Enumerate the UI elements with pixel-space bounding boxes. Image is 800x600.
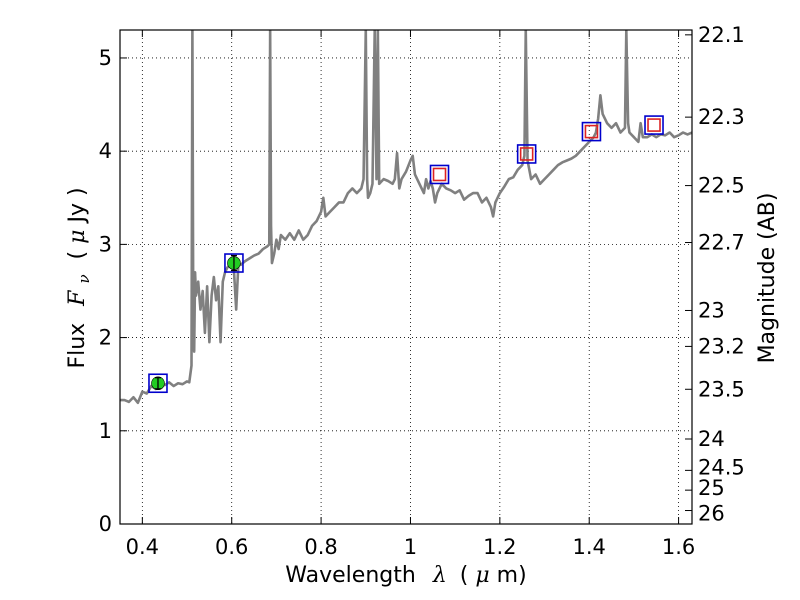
- y-tick-label: 0: [99, 512, 112, 536]
- x-tick-label: 1.2: [483, 535, 516, 559]
- y-tick-label: 1: [99, 419, 112, 443]
- x-axis-label-symbol: λ: [432, 563, 447, 588]
- y2-tick-label: 23.2: [698, 334, 745, 358]
- x-tick-label: 1: [404, 535, 417, 559]
- x-tick-label: 1.4: [573, 535, 606, 559]
- y2-tick-label: 24: [698, 427, 725, 451]
- y-axis-label: Flux F ν ( μ Jy ): [65, 187, 95, 368]
- y2-tick-label: 23.5: [698, 377, 745, 401]
- y2-tick-label: 22.3: [698, 105, 745, 129]
- y-axis-label-unit-open: (: [65, 244, 90, 260]
- y2-tick-label: 24.5: [698, 455, 745, 479]
- y-axis-label-text: Flux: [65, 323, 90, 369]
- observed-photometry-box: [584, 124, 599, 139]
- x-tick-label: 0.8: [304, 535, 337, 559]
- observed-photometry-box: [519, 147, 534, 161]
- plot-frame: [119, 29, 693, 525]
- x-axis-label-unit-open: (: [460, 563, 469, 588]
- model-photometry-box: [644, 115, 664, 135]
- model-photometry-box: [581, 121, 602, 142]
- y-tick-label: 3: [99, 232, 112, 256]
- x-axis-label-text: Wavelength: [285, 563, 416, 588]
- model-photometry-box: [224, 253, 244, 273]
- grid-lines: [120, 30, 692, 525]
- spectrum-line: [120, 30, 692, 405]
- x-tick-label: 0.4: [126, 535, 159, 559]
- axis-ticks: 0.4 0.6 0.8 1 1.2 1.4 1.601234522.122.322.522.…: [99, 23, 745, 559]
- y2-tick-label: 26: [698, 502, 725, 526]
- y2-axis-label: Magnitude (AB): [755, 193, 780, 364]
- y2-tick-label: 22.1: [698, 23, 745, 47]
- y2-tick-label: 25: [698, 476, 725, 500]
- observed-photometry-box: [432, 167, 447, 182]
- y2-tick-label: 23: [698, 298, 725, 322]
- y-axis-label-unit-mu: μ: [65, 230, 90, 244]
- x-axis-label-unit-mu: μ: [475, 563, 489, 588]
- model-photometry-box: [516, 144, 537, 164]
- x-axis-label-unit-close: m): [497, 563, 527, 588]
- y-tick-label: 2: [99, 326, 112, 350]
- observed-photometry-box: [647, 118, 661, 132]
- model-photometry-box: [148, 373, 168, 394]
- markers-layer: [148, 115, 664, 394]
- x-tick-label: 0.6: [215, 535, 248, 559]
- y-tick-label: 5: [99, 46, 112, 70]
- y-axis-label-symbol: F: [65, 290, 90, 307]
- y2-tick-label: 22.7: [698, 231, 745, 255]
- y-tick-label: 4: [99, 139, 112, 163]
- y-axis-label-subscript: ν: [75, 274, 93, 283]
- spectrum-layer: [120, 30, 692, 405]
- y2-tick-label: 22.5: [698, 174, 745, 198]
- x-tick-label: 1.6: [662, 535, 695, 559]
- model-photometry-box: [429, 164, 450, 185]
- y-axis-label-unit-close: Jy ): [65, 187, 90, 224]
- x-axis-label: Wavelength λ ( μ m): [285, 563, 526, 588]
